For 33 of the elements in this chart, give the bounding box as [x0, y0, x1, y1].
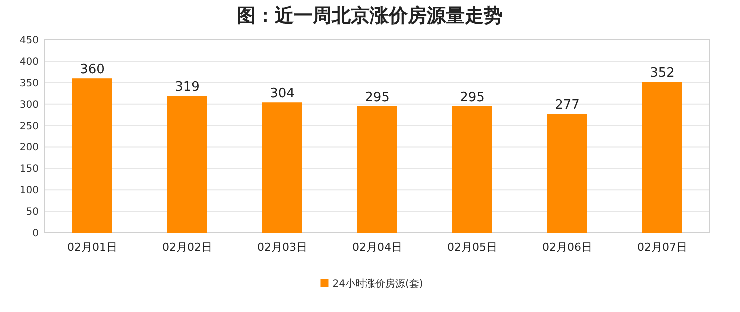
bar: [358, 106, 398, 233]
chart-title: 图：近一周北京涨价房源量走势: [237, 5, 503, 27]
x-tick-label: 02月01日: [68, 241, 118, 254]
y-tick-label: 350: [20, 78, 39, 90]
x-tick-label: 02月05日: [448, 241, 498, 254]
data-label: 360: [80, 62, 105, 78]
data-label: 319: [175, 80, 200, 96]
x-tick-label: 02月06日: [542, 241, 592, 254]
y-tick-label: 0: [32, 228, 39, 240]
y-tick-label: 100: [20, 186, 39, 197]
y-tick-label: 300: [20, 100, 39, 111]
bar: [452, 106, 492, 233]
x-tick-label: 02月04日: [352, 241, 402, 254]
y-tick-label: 250: [20, 121, 39, 132]
y-tick-label: 450: [20, 36, 39, 46]
x-tick-label: 02月03日: [258, 241, 308, 254]
bar: [262, 102, 302, 233]
legend-label: 24小时涨价房源(套): [332, 278, 424, 290]
bar: [548, 114, 588, 233]
data-label: 304: [270, 86, 295, 102]
data-label: 295: [460, 90, 485, 106]
y-tick-label: 50: [26, 207, 39, 218]
y-tick-label: 200: [20, 142, 39, 154]
bar: [168, 96, 208, 233]
x-tick-label: 02月07日: [638, 241, 688, 254]
data-label: 352: [650, 66, 675, 82]
x-tick-label: 02月02日: [162, 241, 212, 254]
data-label: 295: [365, 90, 390, 106]
bar: [642, 82, 682, 233]
y-tick-label: 400: [20, 56, 39, 68]
bar: [72, 78, 112, 233]
y-tick-label: 150: [20, 164, 39, 176]
data-label: 277: [555, 98, 580, 114]
